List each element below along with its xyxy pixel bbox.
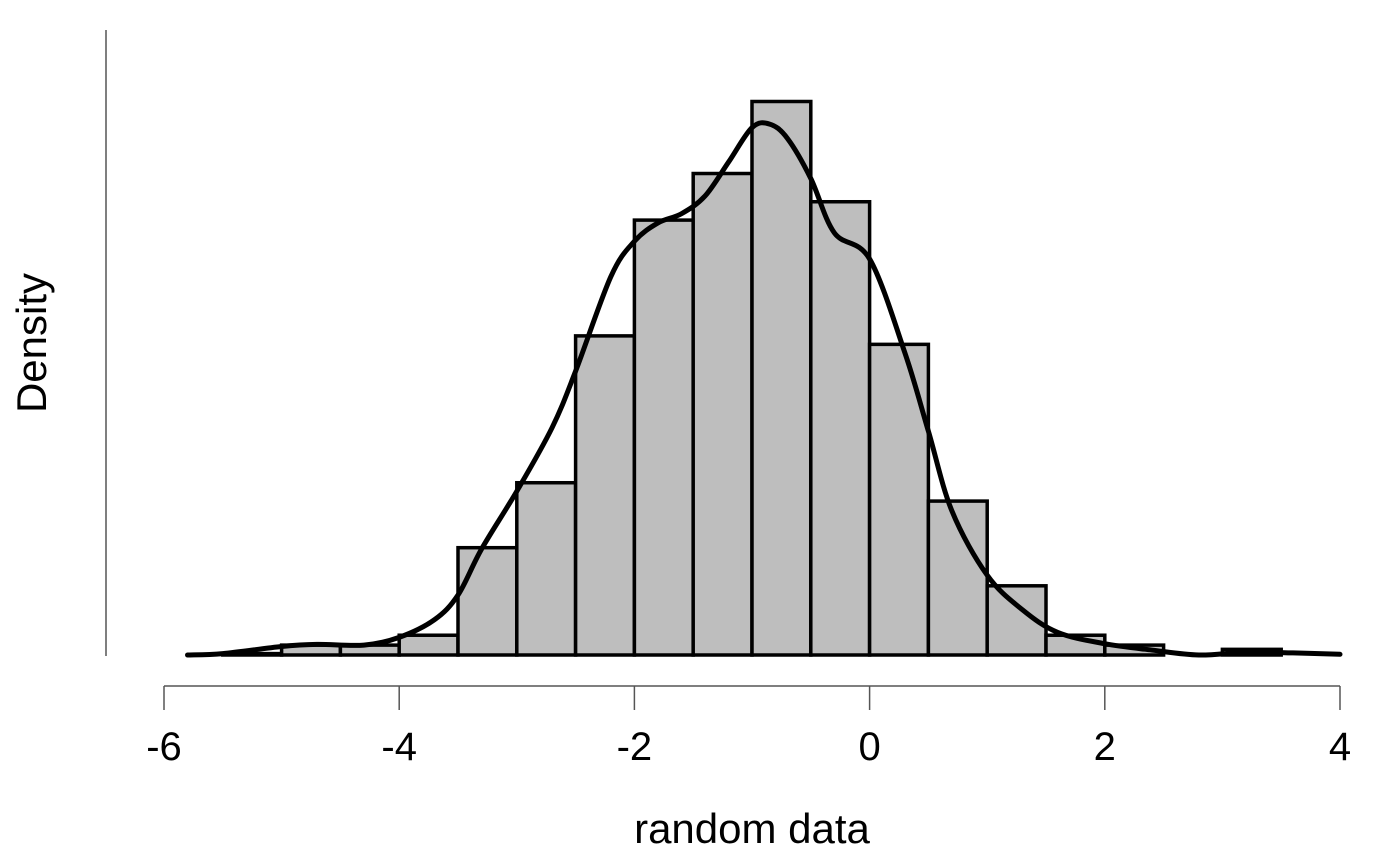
- x-tick-label: 0: [858, 725, 880, 769]
- histogram-bars: [221, 99, 1283, 657]
- y-axis-title: Density: [8, 273, 55, 413]
- density-curve: [185, 120, 1343, 658]
- x-tick-label: -6: [146, 725, 182, 769]
- histogram-bar: [867, 342, 931, 657]
- histogram-bar: [397, 633, 460, 657]
- x-tick-label: -2: [617, 725, 653, 769]
- x-axis-ticks: -6 -4 -2 0 2 4: [146, 686, 1351, 769]
- x-tick-label: -4: [381, 725, 417, 769]
- histogram-bar: [573, 334, 637, 657]
- histogram-bar: [750, 99, 813, 657]
- histogram-bar: [632, 218, 695, 657]
- histogram-bar: [809, 199, 872, 657]
- histogram-bar: [456, 545, 519, 657]
- x-tick-label: 2: [1094, 725, 1116, 769]
- x-tick-label: 4: [1329, 725, 1351, 769]
- histogram-bar: [691, 171, 754, 657]
- x-axis-title: random data: [634, 805, 870, 852]
- histogram-bar: [515, 480, 578, 657]
